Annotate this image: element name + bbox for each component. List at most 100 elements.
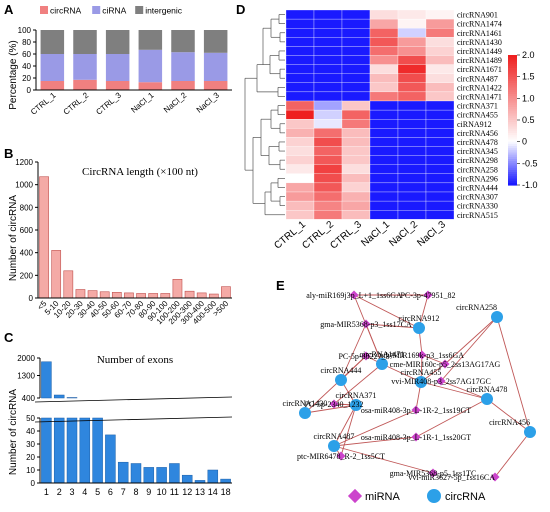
y-tick-label: 20 [22, 74, 31, 83]
bar-circrna-5 [171, 81, 195, 90]
bar-length-4 [75, 289, 86, 299]
heatmap-cell [425, 164, 455, 174]
colorbar-segment [508, 172, 517, 175]
heatmap-cell [369, 18, 399, 29]
heatmap-cell [313, 100, 343, 111]
heatmap-cell [369, 155, 399, 165]
heatmap-cell [397, 18, 427, 29]
bar-length-11 [160, 293, 171, 299]
heatmap-cell [425, 18, 455, 29]
colorbar-segment [508, 87, 517, 91]
heatmap-cell [425, 9, 455, 20]
bar-exon-7 [117, 461, 129, 484]
heatmap-cell [425, 137, 455, 147]
heatmap-cell [397, 73, 427, 83]
bar-exon-10 [156, 467, 167, 484]
row-label: circRNA371 [457, 102, 498, 111]
heatmap-cell [341, 18, 371, 29]
bar-exon-4 [79, 417, 91, 484]
row-label: circRNA1489 [457, 56, 502, 65]
x-tick-label: 9 [146, 487, 151, 497]
colorbar-segment [508, 94, 517, 97]
row-label: circRNA345 [457, 147, 498, 156]
bar-length-12 [172, 278, 183, 299]
x-tick-label: 10 [157, 487, 167, 497]
heatmap-cell [397, 128, 427, 138]
node-label: circRNA456 [489, 418, 530, 427]
x-tick-label: CTRL_1 [29, 90, 58, 116]
x-tick-label: NaCl_2 [162, 90, 189, 114]
colorbar-segment [508, 152, 517, 156]
y-tick-label: 20 [26, 453, 35, 462]
heatmap-cell [285, 82, 315, 93]
heatmap-cell [313, 82, 343, 93]
legend-swatch-intergenic [135, 6, 144, 14]
colorbar-segment [508, 133, 517, 136]
heatmap-cell [285, 100, 315, 111]
heatmap-cell [425, 191, 455, 202]
colorbar-segment [508, 174, 517, 177]
network-edge [333, 436, 417, 447]
y-tick-label: 0 [27, 86, 32, 95]
colorbar-tick-label: 1.0 [522, 93, 535, 103]
bar-exon-11 [169, 463, 180, 484]
panel-b-title: CircRNA length (×100 nt) [82, 166, 198, 178]
x-tick-label: 18 [221, 487, 231, 497]
circrna-legend-marker [427, 489, 441, 503]
x-tick-label: 1 [44, 487, 49, 497]
heatmap-cell [285, 109, 315, 120]
panel-c-title: Number of exons [97, 354, 173, 366]
heatmap-cell [425, 210, 455, 220]
legend-label-circrna: circRNA [50, 6, 81, 16]
network-edge [440, 316, 498, 382]
colorbar-segment [508, 63, 517, 67]
heatmap-cell [313, 200, 343, 211]
row-label: circRNA1430 [457, 38, 502, 47]
colorbar-segment [508, 100, 517, 104]
circrna-node [350, 399, 362, 411]
panel-label-e: E [276, 278, 285, 293]
heatmap-cell [425, 119, 455, 129]
heatmap-cell [341, 64, 371, 74]
colorbar-segment [508, 68, 517, 71]
bar-cirna-2 [73, 54, 97, 80]
bar-length-15 [208, 293, 219, 299]
heatmap-cell [397, 137, 427, 147]
colorbar-segment [508, 124, 517, 128]
row-label: circRNA1671 [457, 65, 502, 74]
heatmap-cell [313, 210, 343, 220]
bar-length-13 [184, 290, 195, 299]
row-label: circRNA901 [457, 11, 498, 20]
y-tick-label: 40 [22, 62, 31, 71]
heatmap-cell [341, 128, 371, 138]
heatmap-cell [397, 146, 427, 156]
bar-length-10 [148, 293, 159, 299]
heatmap-cell [313, 191, 343, 202]
heatmap-cell [341, 55, 371, 65]
bar-exon-15 [220, 478, 231, 484]
bar-exon-9 [143, 467, 155, 484]
heatmap-cell [313, 155, 343, 165]
heatmap-cell [369, 9, 399, 20]
heatmap-cell [341, 119, 371, 129]
axis-break-line [34, 396, 233, 403]
row-label: circRNA330 [457, 202, 498, 211]
heatmap-cell [425, 200, 455, 211]
heatmap-cell [341, 155, 371, 165]
network-edge [420, 381, 488, 400]
node-label: cme-MIR160c-p5_2ss13AG17AG [390, 360, 501, 369]
heatmap-cell [341, 164, 371, 174]
colorbar-segment [508, 98, 517, 102]
row-label: circRNA296 [457, 174, 498, 183]
y-tick-label: 0 [31, 479, 36, 488]
bar-cirna-5 [171, 52, 195, 81]
bar-length-6 [99, 291, 110, 299]
colorbar-tick-label: 0.5 [522, 115, 535, 125]
bar-circrna-6 [203, 81, 228, 90]
y-tick-label: 1200 [15, 158, 33, 167]
heatmap-cell [341, 28, 371, 38]
heatmap-cell [397, 119, 427, 129]
y-tick-label: 30 [26, 440, 35, 449]
circrna-node [524, 426, 536, 438]
